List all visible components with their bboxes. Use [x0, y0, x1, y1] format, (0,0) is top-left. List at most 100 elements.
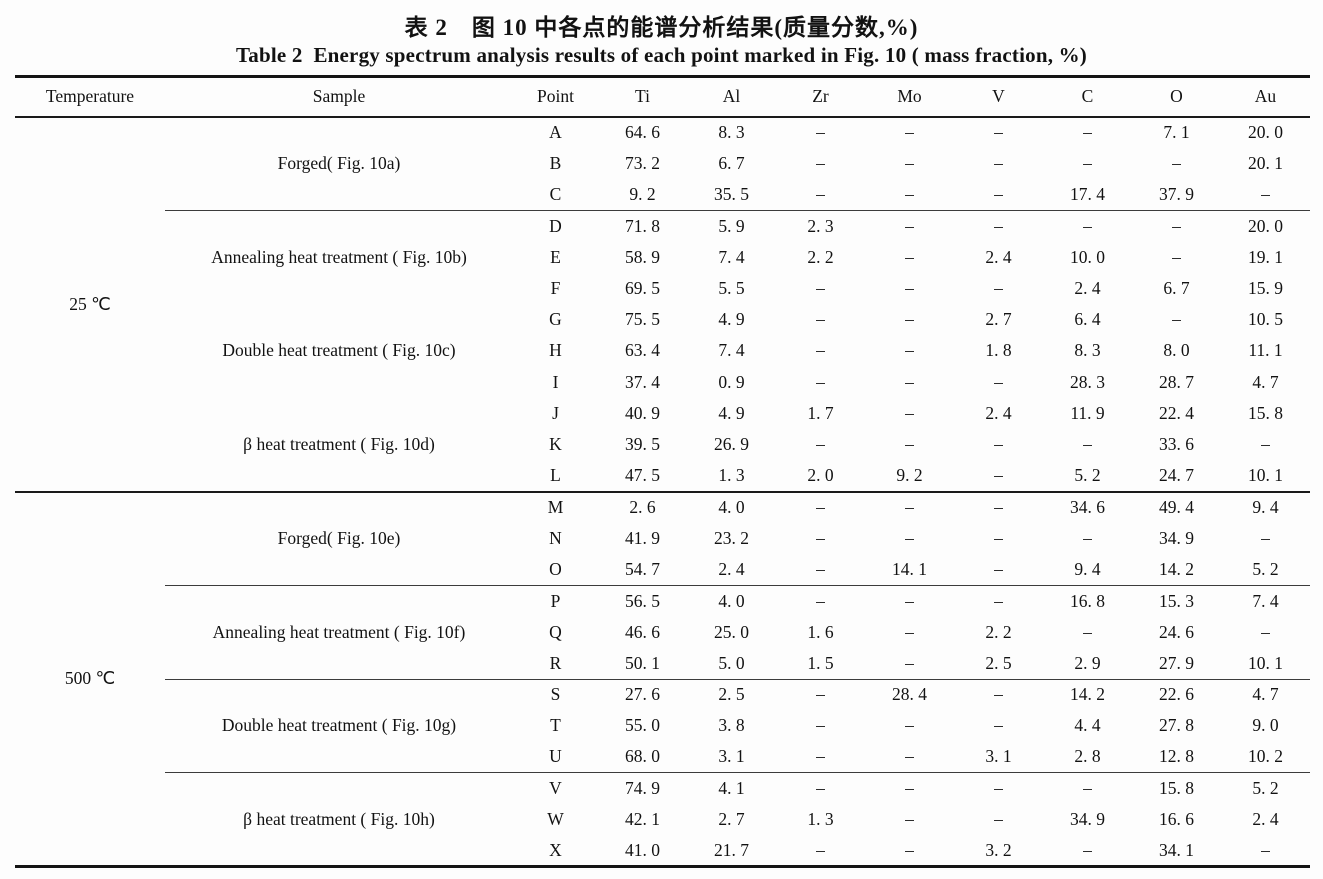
table-row: Annealing heat treatment ( Fig. 10b) D 71.…: [15, 209, 1310, 304]
value-cell: 17. 4: [1070, 183, 1105, 204]
value-cell: –: [816, 434, 825, 455]
value-cell: 9. 2: [896, 464, 923, 485]
value-cell: –: [905, 402, 914, 423]
value-cell: 2. 0: [807, 464, 834, 485]
value-cell: 5. 0: [718, 652, 745, 673]
value-cell: 11. 9: [1070, 402, 1105, 423]
value-cell: 41. 0: [625, 839, 660, 860]
table-row: C 9. 2 35. 5 – – – 17. 4 37. 9 –: [15, 179, 1310, 210]
value-cell: –: [905, 715, 914, 736]
point-cell: O: [549, 558, 562, 579]
value-cell: –: [865, 584, 954, 617]
value-cell: 7. 4: [1221, 584, 1310, 617]
value-cell: –: [776, 490, 865, 523]
table-row: K 39. 5 26. 9 – – – – 33. 6 –: [15, 429, 1310, 460]
value-cell: –: [905, 809, 914, 830]
sample-cell: Double heat treatment ( Fig. 10g): [165, 678, 513, 773]
value-cell: 28. 4: [865, 678, 954, 711]
value-cell: 4. 7: [1252, 371, 1279, 392]
value-cell: 69. 5: [625, 277, 660, 298]
value-cell: –: [905, 527, 914, 548]
value-cell: 8. 0: [1163, 340, 1190, 361]
header-row: Temperature Sample Point Ti Al Zr Mo V C…: [15, 76, 1310, 118]
value-cell: 39. 5: [625, 434, 660, 455]
value-cell: 24. 6: [1159, 621, 1194, 642]
value-cell: 6. 7: [718, 152, 745, 173]
value-cell: 42. 1: [625, 809, 660, 830]
header-au: Au: [1221, 76, 1310, 118]
value-cell: 14. 2: [1043, 678, 1132, 711]
point-cell: D: [513, 209, 598, 242]
value-cell: –: [1083, 434, 1092, 455]
value-cell: –: [816, 183, 825, 204]
value-cell: –: [994, 277, 1003, 298]
value-cell: –: [816, 839, 825, 860]
value-cell: 15. 3: [1132, 584, 1221, 617]
value-cell: 28. 7: [1159, 371, 1194, 392]
value-cell: 10. 1: [1248, 464, 1283, 485]
value-cell: 27. 6: [598, 678, 687, 711]
value-cell: –: [905, 309, 914, 330]
value-cell: 5. 5: [718, 277, 745, 298]
value-cell: 2. 4: [985, 246, 1012, 267]
value-cell: 9. 0: [1252, 715, 1279, 736]
value-cell: 34. 1: [1159, 839, 1194, 860]
sample-cell: β heat treatment ( Fig. 10d): [243, 433, 435, 454]
value-cell: –: [994, 183, 1003, 204]
value-cell: 7. 1: [1163, 122, 1190, 143]
value-cell: 2. 5: [687, 678, 776, 711]
point-cell: L: [550, 464, 561, 485]
value-cell: 2. 7: [718, 809, 745, 830]
header-ti: Ti: [598, 76, 687, 118]
value-cell: 75. 5: [625, 309, 660, 330]
value-cell: –: [994, 371, 1003, 392]
point-cell: E: [550, 246, 561, 267]
value-cell: –: [1261, 183, 1270, 204]
value-cell: –: [994, 434, 1003, 455]
value-cell: 4. 1: [687, 772, 776, 804]
value-cell: –: [816, 152, 825, 173]
point-cell: T: [550, 715, 561, 736]
point-cell: V: [513, 772, 598, 804]
value-cell: –: [816, 122, 825, 143]
value-cell: 4. 9: [718, 309, 745, 330]
header-zr: Zr: [776, 76, 865, 118]
value-cell: 4. 9: [718, 402, 745, 423]
value-cell: 1. 8: [985, 340, 1012, 361]
value-cell: 28. 3: [1070, 371, 1105, 392]
value-cell: –: [1083, 152, 1092, 173]
value-cell: 11. 1: [1248, 340, 1283, 361]
value-cell: –: [905, 652, 914, 673]
value-cell: –: [1083, 527, 1092, 548]
value-cell: 2. 3: [776, 209, 865, 242]
value-cell: 16. 8: [1043, 584, 1132, 617]
value-cell: 5. 9: [687, 209, 776, 242]
value-cell: –: [905, 621, 914, 642]
value-cell: 4. 0: [687, 584, 776, 617]
value-cell: 3. 1: [718, 746, 745, 767]
value-cell: 16. 6: [1159, 809, 1194, 830]
value-cell: 54. 7: [625, 558, 660, 579]
value-cell: –: [1083, 621, 1092, 642]
value-cell: 14. 1: [892, 558, 927, 579]
value-cell: 50. 1: [625, 652, 660, 673]
value-cell: 2. 8: [1074, 746, 1101, 767]
value-cell: 1. 3: [807, 809, 834, 830]
value-cell: 27. 8: [1159, 715, 1194, 736]
value-cell: –: [1043, 209, 1132, 242]
value-cell: –: [1172, 246, 1181, 267]
table-caption-english: Table 2 Energy spectrum analysis results…: [235, 43, 1087, 67]
value-cell: –: [816, 527, 825, 548]
value-cell: 47. 5: [625, 464, 660, 485]
value-cell: –: [994, 558, 1003, 579]
value-cell: 2. 4: [718, 558, 745, 579]
sample-cell: Forged( Fig. 10e): [165, 490, 513, 586]
value-cell: 55. 0: [625, 715, 660, 736]
value-cell: 5. 2: [1252, 558, 1279, 579]
value-cell: 9. 4: [1221, 490, 1310, 523]
value-cell: 3. 2: [985, 839, 1012, 860]
sample-cell: Forged( Fig. 10a): [277, 153, 401, 174]
value-cell: –: [1132, 209, 1221, 242]
value-cell: 1. 7: [807, 402, 834, 423]
